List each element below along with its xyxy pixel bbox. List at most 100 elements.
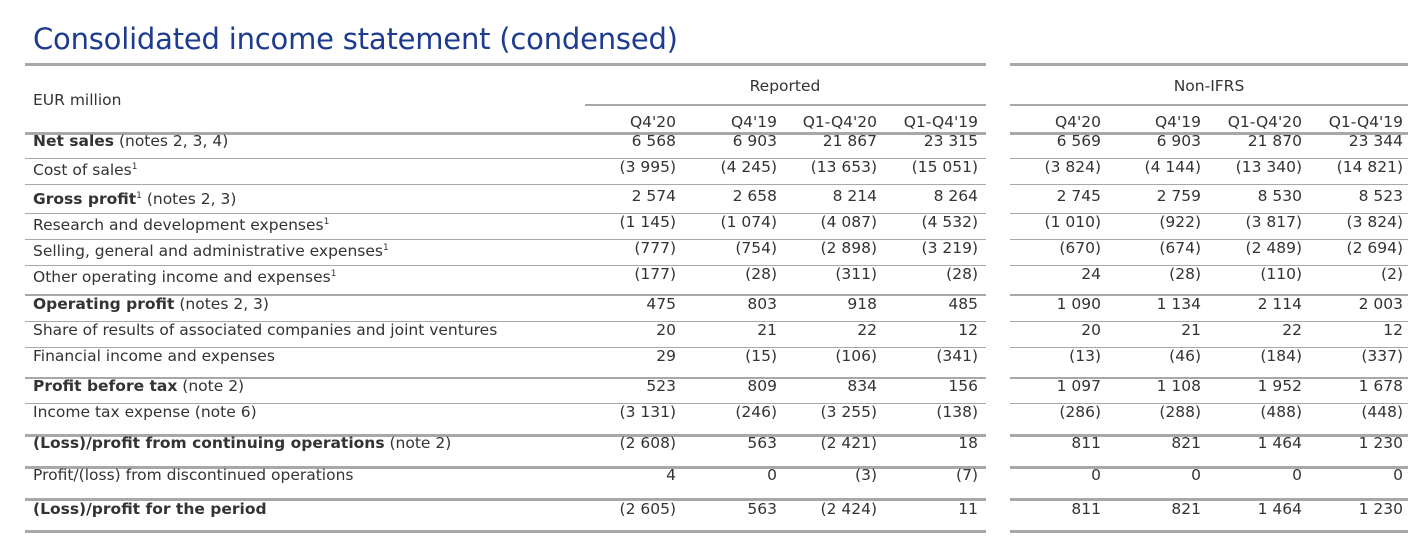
row-rule-right — [1010, 466, 1408, 469]
table-cell: 0 — [1191, 466, 1201, 484]
table-cell: (2 608) — [619, 434, 676, 452]
table-cell: (15 051) — [911, 158, 978, 176]
table-cell: 21 867 — [822, 132, 877, 150]
table-cell: 918 — [847, 295, 877, 313]
table-cell: 2 745 — [1056, 187, 1101, 205]
table-cell: (28) — [946, 265, 978, 283]
column-header: Q4'20 — [1054, 113, 1101, 131]
table-cell: (288) — [1159, 403, 1201, 421]
table-cell: (13) — [1069, 347, 1101, 365]
table-cell: (1 074) — [720, 213, 777, 231]
footnote-marker: 1 — [330, 269, 337, 279]
row-label-text: Profit/(loss) from discontinued operatio… — [33, 466, 354, 484]
row-separator-left — [25, 347, 986, 348]
row-rule-right — [1010, 498, 1408, 501]
table-cell: 0 — [1292, 466, 1302, 484]
group-header-non-ifrs: Non-IFRS — [1173, 77, 1245, 95]
row-label: Profit before tax (note 2) — [33, 376, 244, 396]
row-rule-left — [25, 377, 986, 379]
table-cell: (3 995) — [619, 158, 676, 176]
table-cell: (674) — [1159, 239, 1201, 257]
table-cell: (2 605) — [619, 500, 676, 518]
row-label-bold: (Loss)/profit for the period — [33, 500, 267, 518]
row-label-text: Research and development expenses — [33, 216, 324, 235]
row-label-bold: Net sales — [33, 132, 115, 150]
table-cell: (2 898) — [820, 239, 877, 257]
table-cell: (14 821) — [1336, 158, 1403, 176]
table-cell: (246) — [735, 403, 777, 421]
table-cell: (15) — [745, 347, 777, 365]
table-cell: 21 — [757, 321, 777, 339]
row-rule-left — [25, 184, 986, 185]
row-label-text: (notes 2, 3, 4) — [114, 132, 229, 150]
table-cell: (7) — [956, 466, 978, 484]
table-cell: 156 — [948, 377, 978, 395]
table-cell: 8 264 — [933, 187, 978, 205]
table-cell: 811 — [1071, 434, 1101, 452]
table-cell: 22 — [1282, 321, 1302, 339]
row-label-text: Cost of sales — [33, 161, 132, 180]
table-cell: (28) — [745, 265, 777, 283]
table-cell: (311) — [835, 265, 877, 283]
table-cell: 0 — [1091, 466, 1101, 484]
table-cell: 8 530 — [1257, 187, 1302, 205]
table-cell: (4 245) — [720, 158, 777, 176]
table-cell: 1 097 — [1056, 377, 1101, 395]
table-cell: (488) — [1260, 403, 1302, 421]
table-cell: 563 — [747, 434, 777, 452]
row-label-text: (note 2) — [177, 377, 245, 395]
column-header: Q1-Q4'19 — [903, 113, 978, 131]
table-cell: 21 — [1181, 321, 1201, 339]
table-cell: (106) — [835, 347, 877, 365]
footnote-marker: 1 — [382, 243, 389, 253]
column-header: Q1-Q4'20 — [802, 113, 877, 131]
table-cell: 23 315 — [923, 132, 978, 150]
row-separator-right — [1010, 158, 1408, 159]
table-cell: (1 010) — [1044, 213, 1101, 231]
table-cell: (670) — [1059, 239, 1101, 257]
table-cell: 563 — [747, 500, 777, 518]
row-label: Gross profit1 (notes 2, 3) — [33, 186, 236, 209]
header-rule-right — [1010, 132, 1408, 135]
column-header: Q4'20 — [629, 113, 676, 131]
table-cell: 1 464 — [1257, 500, 1302, 518]
table-cell: 11 — [958, 500, 978, 518]
row-label-bold: (Loss)/profit from continuing operations — [33, 434, 385, 452]
table-cell: (177) — [634, 265, 676, 283]
row-label: Net sales (notes 2, 3, 4) — [33, 131, 228, 151]
table-cell: 2 003 — [1358, 295, 1403, 313]
row-separator-left — [25, 213, 986, 214]
table-cell: 1 678 — [1358, 377, 1403, 395]
table-cell: 1 230 — [1358, 500, 1403, 518]
table-cell: (3 131) — [619, 403, 676, 421]
table-cell: 834 — [847, 377, 877, 395]
title-rule-right — [1010, 63, 1408, 66]
table-cell: 475 — [646, 295, 676, 313]
row-separator-right — [1010, 347, 1408, 348]
table-cell: 1 134 — [1156, 295, 1201, 313]
row-label-bold: Profit before tax — [33, 377, 178, 395]
table-cell: 6 568 — [631, 132, 676, 150]
table-cell: (28) — [1169, 265, 1201, 283]
table-cell: (3) — [855, 466, 877, 484]
row-label: (Loss)/profit for the period — [33, 499, 267, 519]
table-cell: (2 421) — [820, 434, 877, 452]
column-header: Q4'19 — [730, 113, 777, 131]
table-cell: (2 489) — [1245, 239, 1302, 257]
table-cell: 0 — [767, 466, 777, 484]
row-separator-left — [25, 321, 986, 322]
row-label-text: Income tax expense (note 6) — [33, 403, 257, 421]
row-label-bold: Operating profit — [33, 295, 175, 313]
table-cell: 0 — [1393, 466, 1403, 484]
table-cell: (13 340) — [1235, 158, 1302, 176]
table-cell: 12 — [958, 321, 978, 339]
table-cell: (1 145) — [619, 213, 676, 231]
row-label: Profit/(loss) from discontinued operatio… — [33, 465, 354, 485]
table-cell: 2 658 — [732, 187, 777, 205]
table-cell: (138) — [936, 403, 978, 421]
table-cell: (3 824) — [1044, 158, 1101, 176]
header-rule-left — [25, 132, 986, 135]
footnote-marker: 1 — [136, 191, 142, 201]
table-cell: (3 255) — [820, 403, 877, 421]
row-separator-left — [25, 158, 986, 159]
